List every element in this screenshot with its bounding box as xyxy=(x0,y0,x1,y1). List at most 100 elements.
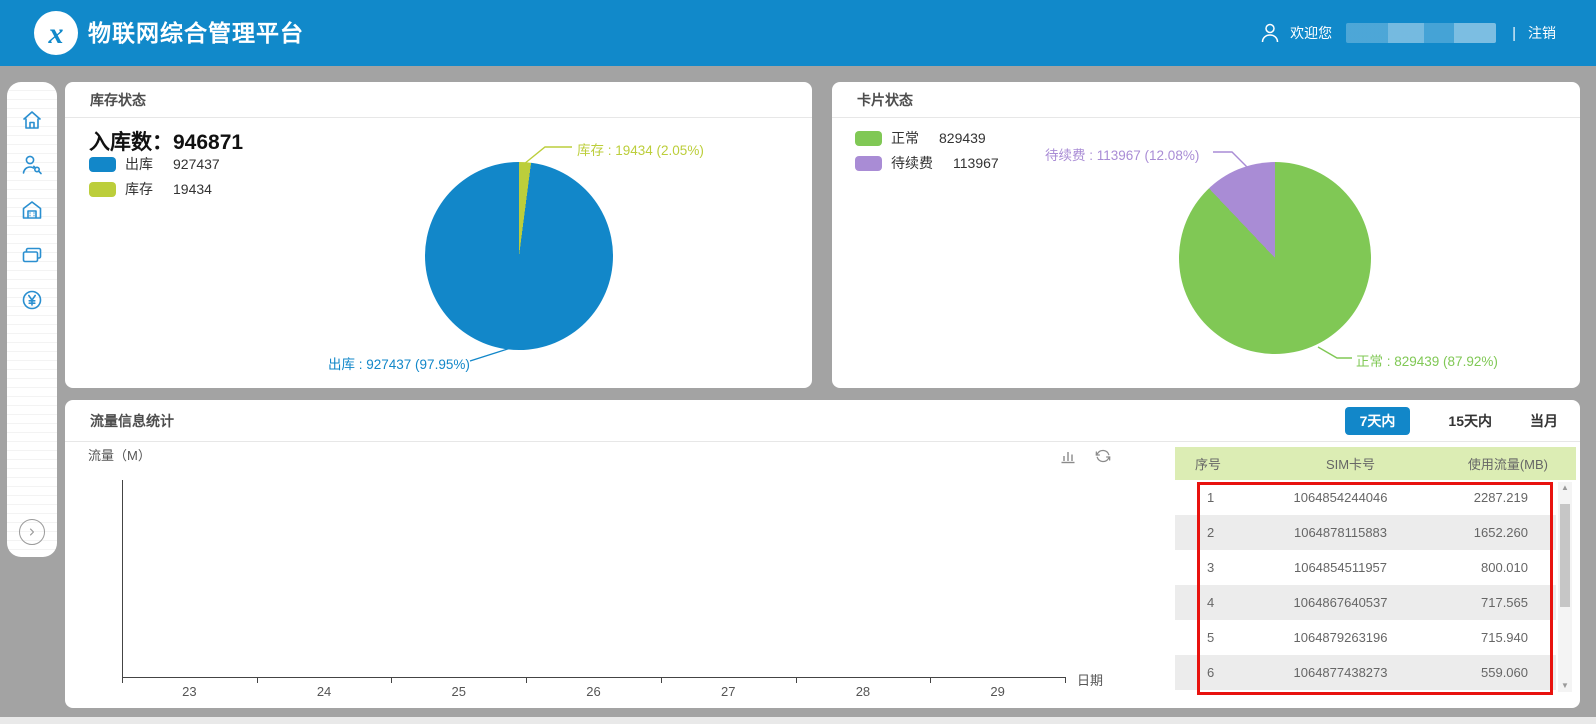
user-service-icon xyxy=(22,155,42,175)
inventory-pie-chart[interactable] xyxy=(425,162,613,350)
legend-swatch xyxy=(855,155,882,171)
row-index: 2 xyxy=(1207,525,1215,540)
traffic-range-tabs: 7天内 15天内 当月 xyxy=(1344,400,1558,442)
scroll-up-arrow[interactable]: ▲ xyxy=(1561,483,1569,492)
sidebar-item-billing[interactable] xyxy=(19,287,45,313)
legend-name: 正常 xyxy=(891,130,919,146)
app-header: x 物联网综合管理平台 欢迎您 | 注销 xyxy=(0,0,1596,66)
table-row[interactable]: 5 1064879263196 715.940 xyxy=(1175,620,1556,655)
tab-15天内[interactable]: 15天内 xyxy=(1448,413,1492,429)
scrollbar-thumb[interactable] xyxy=(1560,504,1570,607)
legend-value: 829439 xyxy=(939,130,986,146)
table-row[interactable]: 4 1064867640537 717.565 xyxy=(1175,585,1556,620)
legend-swatch xyxy=(855,130,882,146)
legend-item-库存[interactable]: 库存 19434 xyxy=(89,181,220,197)
traffic-panel-title: 流量信息统计 xyxy=(90,413,174,429)
traffic-statistics-panel: 流量信息统计 7天内 15天内 当月 流量（M） 23 24 25 26 27 28 29 日期… xyxy=(65,400,1580,708)
traffic-y-axis-label: 流量（M） xyxy=(88,448,151,463)
sim-number: 1064878115883 xyxy=(1293,525,1388,540)
usage-mb: 800.010 xyxy=(1481,560,1528,575)
x-tick-label: 25 xyxy=(451,684,467,699)
card-panel-title: 卡片状态 xyxy=(832,82,1580,118)
row-index: 4 xyxy=(1207,595,1215,610)
row-index: 1 xyxy=(1207,490,1215,505)
sim-card-icon xyxy=(22,247,42,263)
redacted-username xyxy=(1346,23,1497,43)
usage-mb: 2287.219 xyxy=(1473,490,1528,505)
legend-item-出库[interactable]: 出库 927437 xyxy=(89,156,220,172)
card-legend: 正常 829439 待续费 113967 xyxy=(855,130,999,180)
chart-toolbox xyxy=(1058,446,1126,466)
traffic-panel-title-row: 流量信息统计 7天内 15天内 当月 xyxy=(65,400,1580,442)
sim-number: 1064877438273 xyxy=(1293,665,1388,680)
legend-value: 19434 xyxy=(173,181,212,197)
pie-label-normal: 正常 : 829439 (87.92%) xyxy=(1356,354,1498,369)
scroll-down-arrow[interactable]: ▼ xyxy=(1561,681,1569,690)
usage-mb: 1652.260 xyxy=(1473,525,1528,540)
traffic-x-axis-label: 日期 xyxy=(1077,673,1104,688)
tab-当月[interactable]: 当月 xyxy=(1530,413,1558,429)
table-scrollbar[interactable]: ▲ ▼ xyxy=(1558,482,1572,692)
pie-label-outbound: 出库 : 927437 (97.95%) xyxy=(328,357,470,372)
header-user-area: 欢迎您 | 注销 xyxy=(1260,0,1556,66)
x-tick-label: 26 xyxy=(586,684,601,699)
legend-item-正常[interactable]: 正常 829439 xyxy=(855,130,999,146)
table-row[interactable]: 1 1064854244046 2287.219 xyxy=(1175,480,1556,515)
x-tick-label: 24 xyxy=(316,684,332,699)
sidebar-item-sim-cards[interactable] xyxy=(19,242,45,268)
app-title: 物联网综合管理平台 xyxy=(88,20,304,46)
sim-table-header: 序号 SIM卡号 使用流量(MB) xyxy=(1175,447,1576,480)
column-header: SIM卡号 xyxy=(1325,457,1376,472)
table-row[interactable]: 2 1064878115883 1652.260 xyxy=(1175,515,1556,550)
table-row[interactable]: 3 1064854511957 800.010 xyxy=(1175,550,1556,585)
card-pie-chart[interactable] xyxy=(1179,162,1371,354)
bar-chart-icon[interactable] xyxy=(1058,446,1080,466)
sim-number: 1064854244046 xyxy=(1293,490,1388,505)
x-axis-tick-labels: 23 24 25 26 27 28 29 xyxy=(122,684,1065,700)
card-status-panel: 卡片状态 正常 829439 待续费 113967 待续费 : 113967 (12.… xyxy=(832,82,1580,388)
refresh-icon[interactable] xyxy=(1092,446,1114,466)
column-header: 序号 xyxy=(1195,457,1222,472)
logout-button[interactable]: 注销 xyxy=(1528,25,1556,41)
usage-mb: 717.565 xyxy=(1481,595,1528,610)
sidebar-collapse-button[interactable] xyxy=(19,519,45,545)
chevron-right-icon xyxy=(29,528,35,536)
legend-item-待续费[interactable]: 待续费 113967 xyxy=(855,155,999,171)
inventory-status-panel: 库存状态 入库数：946871 出库 927437 库存 19434 库存 : 194… xyxy=(65,82,812,388)
pie-label-stock: 库存 : 19434 (2.05%) xyxy=(577,143,704,158)
usage-mb: 559.060 xyxy=(1481,665,1528,680)
pie-label-renewal-due: 待续费 : 113967 (12.08%) xyxy=(1045,148,1200,163)
inbound-total: 入库数：946871 xyxy=(89,126,243,156)
sim-table-body: 1 1064854244046 2287.219 2 1064878115883 1652… xyxy=(1175,480,1556,691)
logo-letter: x xyxy=(48,17,64,50)
warehouse-icon xyxy=(22,201,42,219)
table-row[interactable]: 6 1064877438273 559.060 xyxy=(1175,655,1556,690)
x-tick-label: 29 xyxy=(990,684,1005,699)
x-tick-label: 27 xyxy=(720,684,736,699)
sidebar-item-home[interactable] xyxy=(19,107,45,133)
sim-number: 1064879263196 xyxy=(1293,630,1388,645)
app-logo: x xyxy=(34,11,78,55)
legend-value: 113967 xyxy=(953,155,999,171)
column-header: 使用流量(MB) xyxy=(1467,457,1548,472)
inventory-panel-title: 库存状态 xyxy=(65,82,812,118)
y-axis-line xyxy=(122,480,123,677)
legend-swatch xyxy=(89,181,116,197)
row-index: 5 xyxy=(1207,630,1215,645)
tab-7天内[interactable]: 7天内 xyxy=(1344,407,1411,435)
row-index: 3 xyxy=(1207,560,1215,575)
home-icon xyxy=(22,111,42,129)
billing-icon xyxy=(22,290,42,310)
sim-number: 1064854511957 xyxy=(1293,560,1388,575)
inbound-total-value: 946871 xyxy=(173,131,244,154)
legend-name: 待续费 xyxy=(891,155,933,171)
inbound-total-label: 入库数： xyxy=(89,131,173,154)
inventory-legend: 出库 927437 库存 19434 xyxy=(89,156,220,206)
row-index: 6 xyxy=(1207,665,1215,680)
legend-swatch xyxy=(89,156,116,172)
legend-value: 927437 xyxy=(173,156,220,172)
legend-name: 库存 xyxy=(125,181,153,197)
sidebar-item-user-service[interactable] xyxy=(19,152,45,178)
scrollbar-track[interactable] xyxy=(1558,494,1572,680)
sidebar-item-warehouse[interactable] xyxy=(19,197,45,223)
